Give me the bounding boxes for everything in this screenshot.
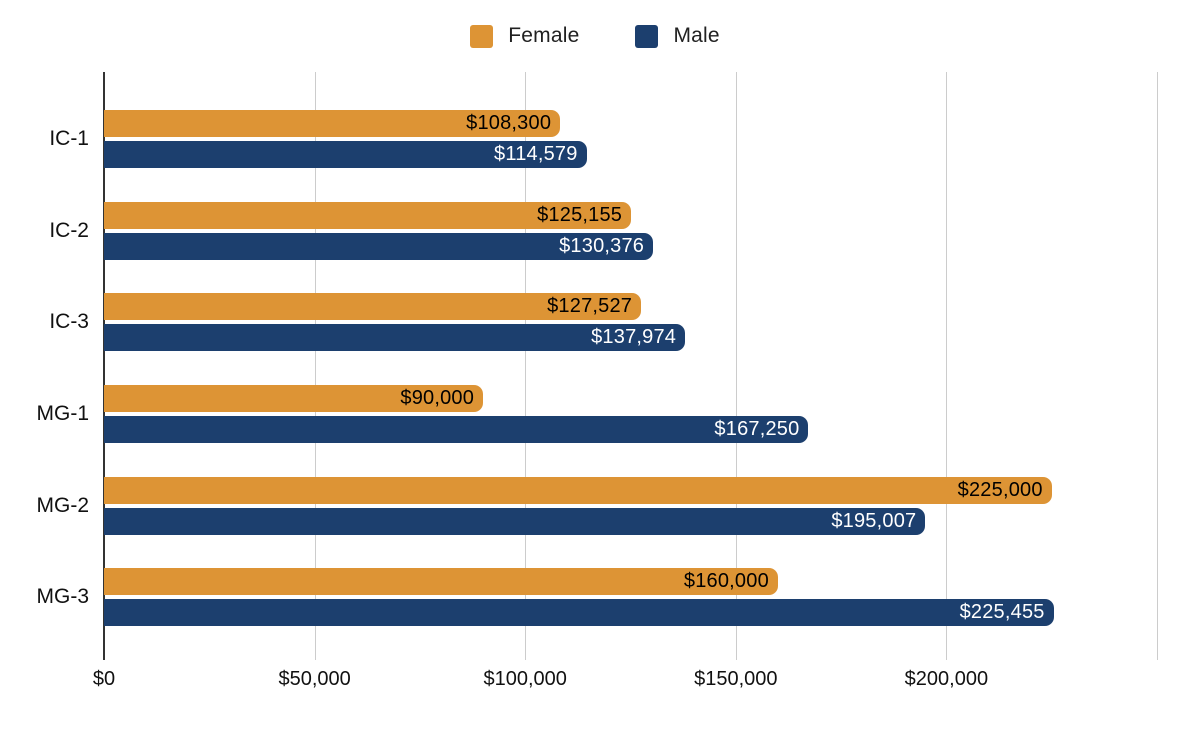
category-row-ic-1: IC-1 $108,300 $114,579 [0, 110, 1157, 202]
category-label: IC-3 [49, 310, 89, 334]
female-bar-ic-1: $108,300 [104, 110, 561, 137]
gridline [525, 72, 527, 660]
legend-label: Male [673, 24, 720, 47]
gridline [735, 72, 737, 660]
category-label-cell: MG-2 [0, 477, 104, 535]
chart-legend: Female Male [0, 24, 1190, 48]
bars-cell: $160,000 $225,455 [104, 568, 1157, 627]
bar-value-label: $167,250 [714, 418, 800, 441]
category-label: IC-2 [49, 218, 89, 242]
y-axis-line [103, 72, 105, 660]
bar-value-label: $114,579 [494, 143, 578, 165]
bar-value-label: $125,155 [537, 203, 623, 226]
bars-cell: $108,300 $114,579 [104, 110, 1157, 168]
legend-item-female: Female [470, 24, 579, 48]
bars-cell: $127,527 $137,974 [104, 293, 1157, 352]
female-bar-ic-2: $125,155 [104, 201, 632, 229]
category-row-mg-2: MG-2 $225,000 $195,007 [0, 476, 1157, 569]
female-bar-mg-3: $160,000 [104, 568, 778, 596]
plot-area: IC-1 $108,300 $114,579 IC-2 $125,155 $130,376… [37, 72, 1158, 660]
x-tick-label: $200,000 [904, 668, 989, 690]
bar-value-label: $127,527 [547, 295, 633, 318]
male-bar-mg-1: $167,250 [104, 416, 809, 444]
category-label: IC-1 [49, 127, 89, 150]
legend-label: Female [508, 24, 580, 47]
x-tick-label: $50,000 [278, 668, 351, 690]
bar-value-label: $195,007 [831, 509, 917, 532]
bars-cell: $125,155 $130,376 [104, 201, 1157, 260]
bar-value-label: $225,455 [959, 601, 1045, 624]
x-axis-tick-labels: $0 $50,000 $100,000 $150,000 $200,000 [93, 668, 1157, 698]
category-label: MG-1 [36, 402, 90, 426]
x-tick-label: $0 [92, 668, 116, 690]
bar-value-label: $108,300 [466, 112, 552, 134]
x-tick-label: $100,000 [483, 668, 567, 690]
male-bar-ic-2: $130,376 [104, 232, 654, 260]
legend-item-male: Male [635, 24, 720, 48]
category-label-cell: MG-1 [0, 385, 104, 443]
category-label-cell: MG-3 [0, 568, 104, 626]
female-bar-mg-2: $225,000 [104, 476, 1052, 504]
bar-value-label: $90,000 [400, 387, 475, 410]
female-bar-mg-1: $90,000 [104, 385, 484, 413]
bar-value-label: $137,974 [591, 326, 677, 349]
male-bar-ic-1: $114,579 [104, 141, 587, 168]
bar-value-label: $225,000 [957, 478, 1043, 501]
category-row-ic-3: IC-3 $127,527 $137,974 [0, 293, 1157, 385]
category-label: MG-2 [36, 493, 90, 517]
legend-swatch-female [470, 24, 494, 48]
gridline [946, 72, 948, 660]
bar-value-label: $130,376 [559, 234, 645, 257]
category-row-mg-3: MG-3 $160,000 $225,455 [0, 568, 1157, 660]
category-label: MG-3 [36, 585, 90, 609]
gridline [1157, 72, 1158, 660]
bars-cell: $90,000 $167,250 [104, 385, 1157, 444]
male-bar-mg-2: $195,007 [104, 507, 926, 535]
male-bar-ic-3: $137,974 [104, 324, 686, 352]
category-label-cell: IC-2 [0, 202, 104, 260]
category-row-mg-1: MG-1 $90,000 $167,250 [0, 385, 1157, 477]
male-bar-mg-3: $225,455 [104, 599, 1054, 627]
female-bar-ic-3: $127,527 [104, 293, 642, 321]
x-tick-label: $150,000 [694, 668, 778, 690]
bar-value-label: $160,000 [683, 570, 769, 593]
bars-cell: $225,000 $195,007 [104, 476, 1157, 535]
category-row-ic-2: IC-2 $125,155 $130,376 [0, 201, 1157, 294]
gridline [314, 72, 316, 660]
category-label-cell: IC-3 [0, 293, 104, 351]
bar-rows: IC-1 $108,300 $114,579 IC-2 $125,155 $130,376… [0, 110, 1157, 660]
legend-swatch-male [635, 24, 659, 48]
category-label-cell: IC-1 [0, 110, 104, 168]
